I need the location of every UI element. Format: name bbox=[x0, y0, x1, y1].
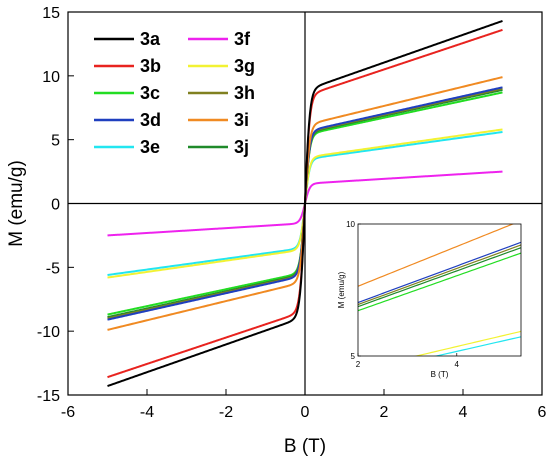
y-tick-label: 5 bbox=[51, 133, 60, 150]
x-tick-label: 2 bbox=[380, 404, 389, 421]
x-tick-label: -4 bbox=[140, 404, 154, 421]
x-tick-label: -2 bbox=[219, 404, 233, 421]
inset-series-line-3g bbox=[413, 330, 521, 356]
y-tick-label: -15 bbox=[37, 388, 60, 405]
inset-x-tick-label: 2 bbox=[356, 360, 361, 369]
x-tick-label: -6 bbox=[61, 404, 75, 421]
inset-series-line-3c bbox=[358, 252, 521, 312]
y-tick-label: -5 bbox=[46, 260, 60, 277]
inset-series-line-3e bbox=[433, 336, 521, 356]
x-tick-label: 4 bbox=[459, 404, 468, 421]
inset-series-line-3j bbox=[358, 247, 521, 308]
inset-series-line-3f bbox=[358, 421, 521, 438]
inset-x-axis-title: B (T) bbox=[431, 370, 449, 379]
inset-background bbox=[335, 213, 528, 380]
y-tick-label: -10 bbox=[37, 324, 60, 341]
legend: 3a 3b 3c 3d 3e 3f 3g 3h 3i 3j bbox=[94, 29, 255, 157]
inset-series-line-3i bbox=[358, 224, 515, 287]
legend-label-3e: 3e bbox=[140, 137, 160, 157]
legend-label-3b: 3b bbox=[140, 56, 161, 76]
legend-label-3c: 3c bbox=[140, 83, 160, 103]
x-tick-label: 0 bbox=[301, 404, 310, 421]
y-axis-title: M (emu/g) bbox=[6, 160, 27, 247]
inset-y-axis-title: M (emu/g) bbox=[337, 271, 346, 308]
inset-y-tick-label: 5 bbox=[351, 352, 356, 361]
legend-label-3i: 3i bbox=[234, 110, 249, 130]
inset-series-line-3h bbox=[358, 244, 521, 306]
inset-series-line-3b bbox=[358, 121, 521, 211]
legend-label-3h: 3h bbox=[234, 83, 255, 103]
inset-chart: 2 4 5 10 B (T) M (emu/g) bbox=[335, 121, 528, 438]
inset-x-tick-label: 4 bbox=[455, 360, 460, 369]
x-axis-title: B (T) bbox=[284, 436, 326, 457]
inset-series-line-3d bbox=[358, 241, 521, 304]
legend-label-3g: 3g bbox=[234, 56, 255, 76]
axes-layer: -6 -4 -2 0 2 4 6 -15 -10 -5 0 5 10 15 bbox=[37, 5, 547, 421]
inset-frame bbox=[357, 223, 522, 357]
x-tick-label: 6 bbox=[538, 404, 547, 421]
y-tick-label: 15 bbox=[42, 5, 60, 22]
y-tick-label: 0 bbox=[51, 197, 60, 214]
legend-label-3f: 3f bbox=[234, 29, 251, 49]
y-tick-label: 10 bbox=[42, 69, 60, 86]
legend-label-3d: 3d bbox=[140, 110, 161, 130]
legend-label-3a: 3a bbox=[140, 29, 161, 49]
inset-y-tick-label: 10 bbox=[346, 220, 355, 229]
legend-label-3j: 3j bbox=[234, 137, 249, 157]
